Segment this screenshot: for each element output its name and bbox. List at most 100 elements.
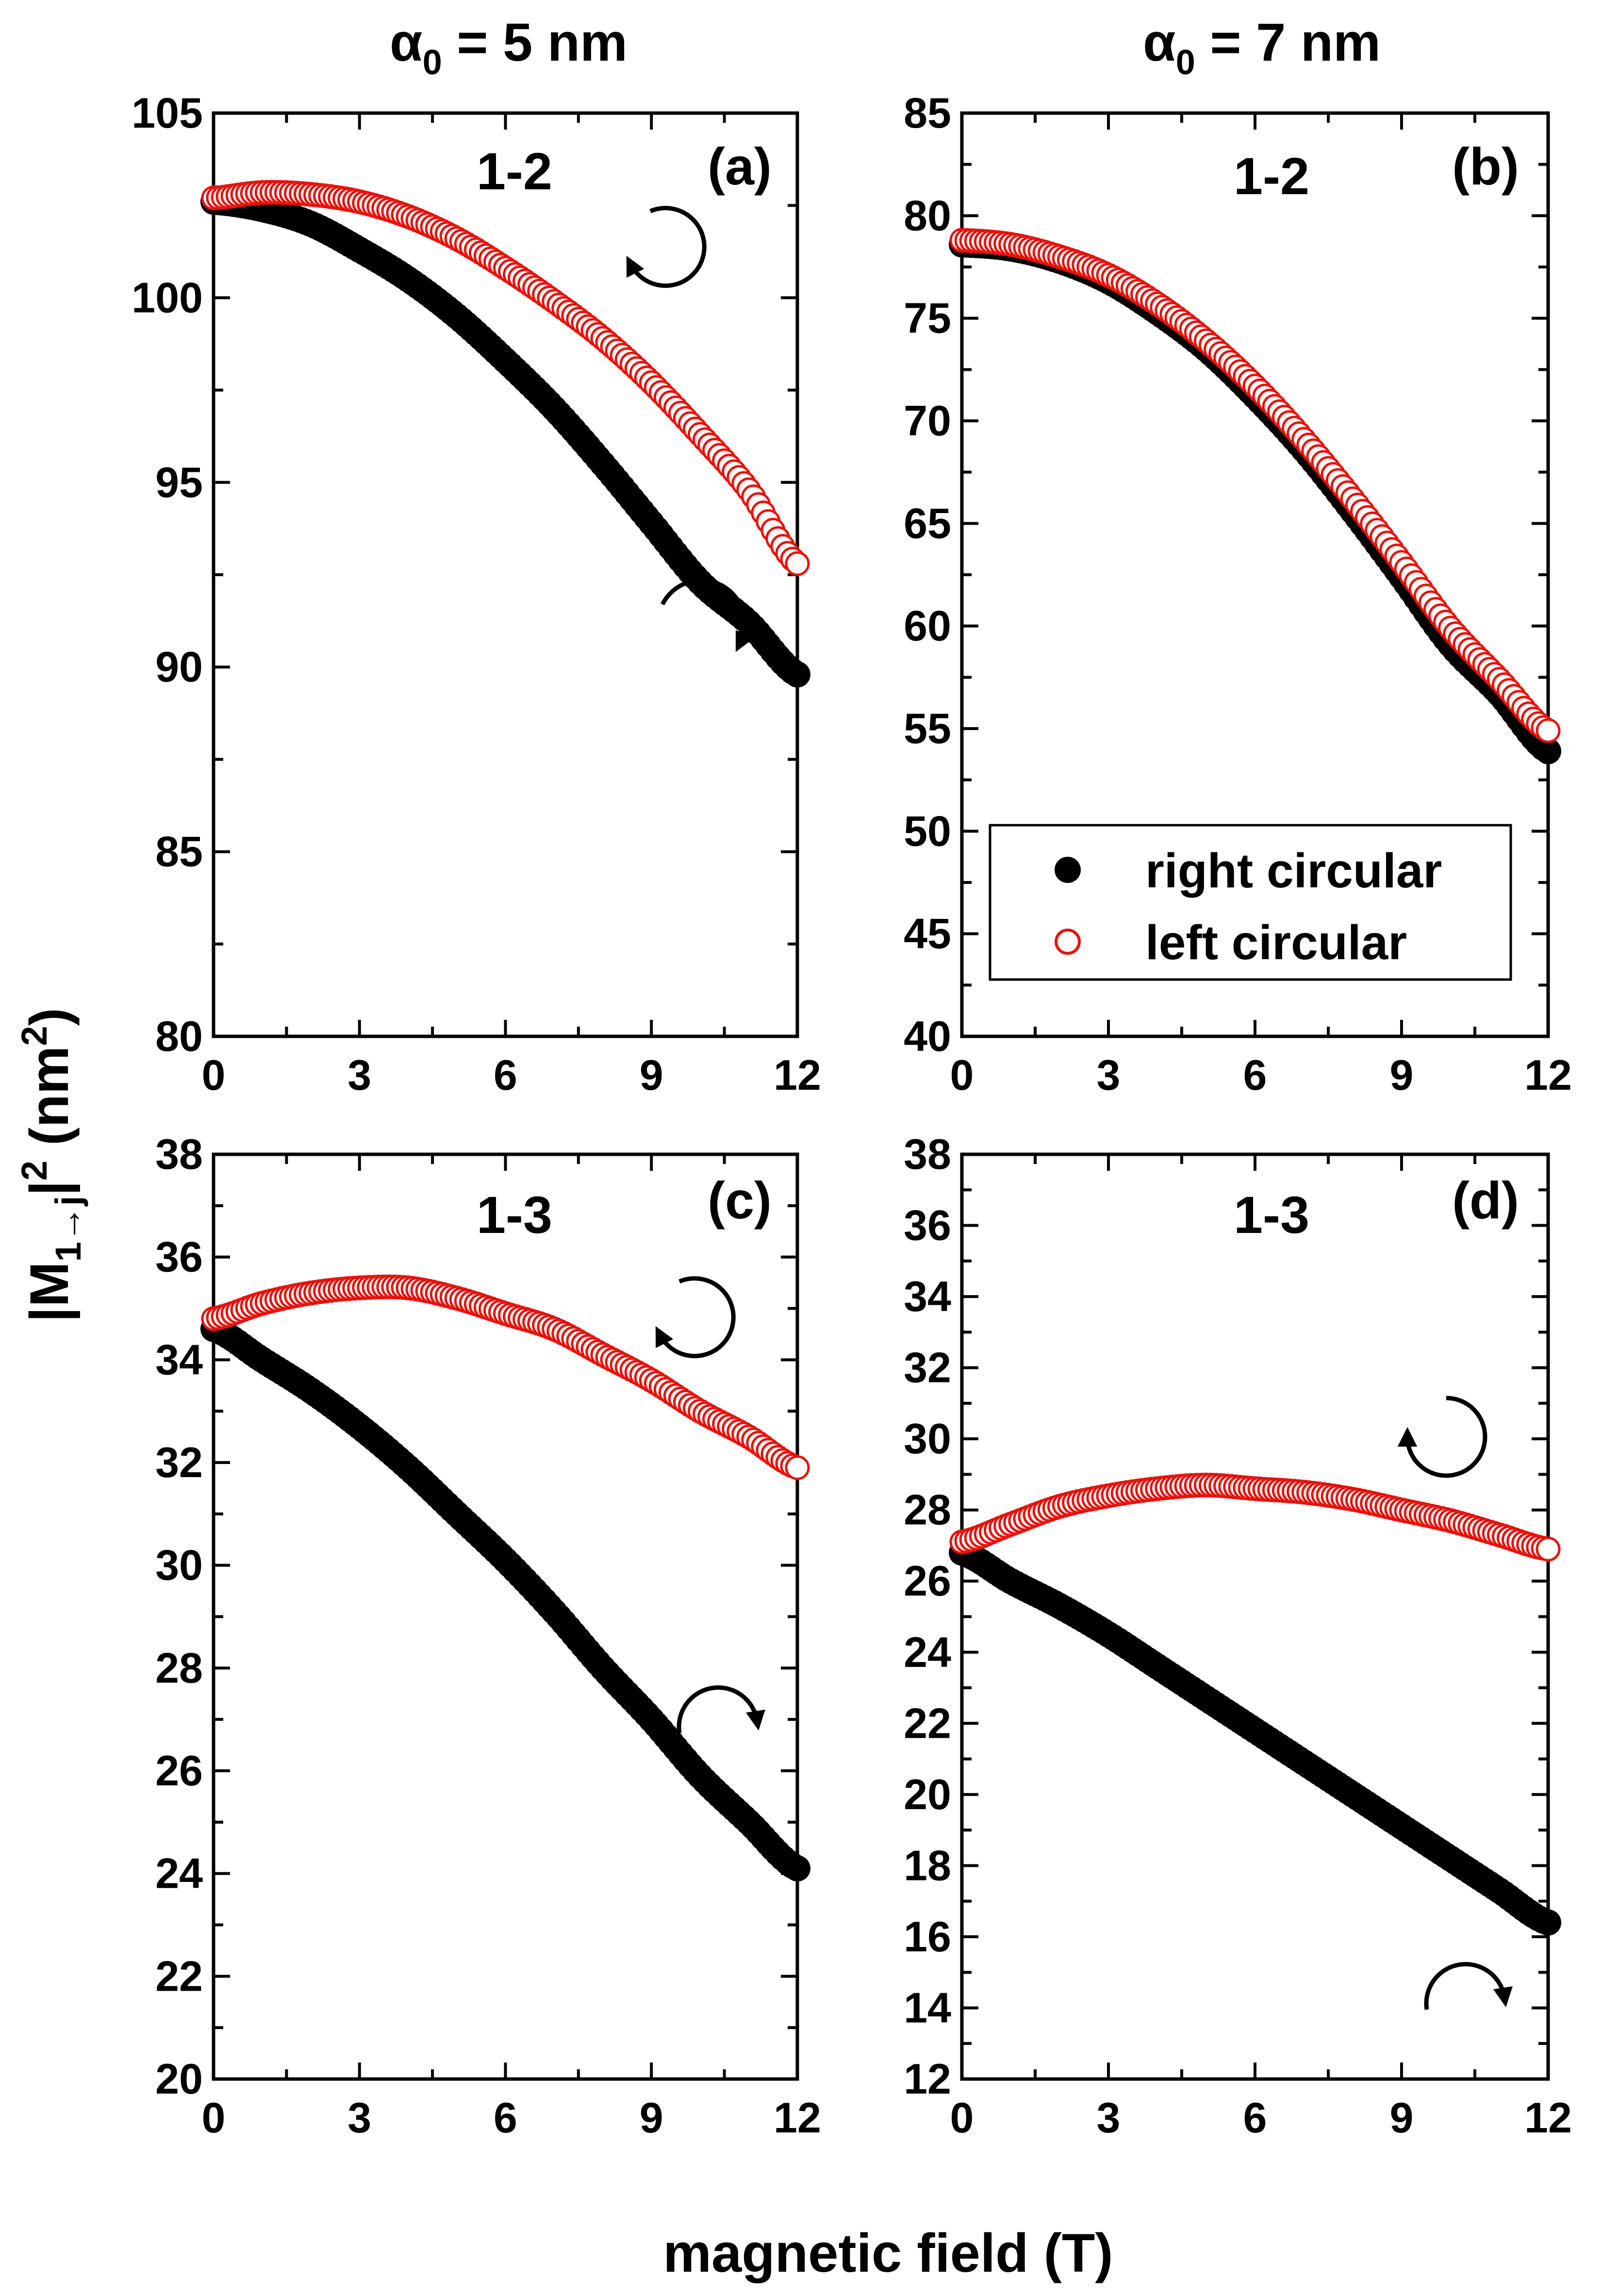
y-tick-label: 16 — [904, 1913, 951, 1961]
y-tick-label: 60 — [904, 602, 951, 650]
y-tick-label: 70 — [904, 397, 951, 445]
data-point — [785, 551, 810, 576]
cw-arrow-arc-c — [0, 0, 670, 2267]
y-tick-label: 14 — [904, 1983, 951, 2031]
x-tick-label: 6 — [1243, 1051, 1267, 1099]
cw-rotation-icon-c — [672, 2281, 757, 2296]
x-tick-label: 3 — [347, 2094, 371, 2142]
y-tick-label: 34 — [904, 1272, 951, 1320]
ccw-arrow-icon-d — [1397, 1396, 1487, 1478]
legend: right circular left circular — [989, 824, 1512, 981]
panel-label: (c) — [708, 1171, 772, 1230]
x-tick-label: 0 — [950, 2094, 974, 2142]
clockwise-arrow-icon-lower-left — [674, 2282, 750, 2296]
y-tick-label: 85 — [904, 89, 951, 137]
x-tick-label: 0 — [950, 1051, 974, 1099]
y-tick-label: 26 — [155, 1747, 203, 1795]
y-tick-label: 18 — [904, 1841, 951, 1889]
column-title-left: α0 = 5 nm — [390, 13, 628, 82]
y-tick-label: 26 — [904, 1557, 951, 1605]
y-tick-label: 32 — [904, 1344, 951, 1392]
y-tick-label: 32 — [155, 1438, 203, 1486]
cw-arrow-c-main — [0, 0, 1535, 2296]
clockwise-rotation-arrow-icon — [674, 2282, 755, 2296]
y-tick-label: 38 — [904, 1130, 951, 1178]
panel-b: 0 3 6 9 12 40 45 50 55 60 65 70 75 80 85 (b) 1-2 — [904, 89, 1572, 1099]
series-left-circular — [201, 180, 810, 576]
x-tick-label: 6 — [494, 2094, 517, 2142]
x-tick-label: 9 — [1390, 1051, 1414, 1099]
data-point — [1535, 738, 1561, 765]
x-tick-label: 0 — [202, 1051, 226, 1099]
clockwise-arrow-c — [0, 0, 670, 2296]
x-tick-label: 12 — [1524, 2094, 1572, 2142]
clockwise-arrow-icon-c2 — [674, 2282, 755, 2296]
clockwise-arrow-icon-c — [0, 0, 682, 2291]
cw-arrow-icon-visible-c — [674, 2282, 750, 2296]
cw-arrow-icon-panelc — [674, 2282, 755, 2296]
y-tick-label: 28 — [904, 1486, 951, 1534]
ccw-arrow-icon-a — [626, 206, 707, 288]
y-tick-label: 36 — [155, 1233, 203, 1281]
clockwise-arrow-icon-c-final — [672, 2281, 755, 2296]
transition-label: 1-2 — [477, 142, 552, 200]
x-tick-label: 12 — [1524, 1051, 1572, 1099]
y-axis-label: |M1→j|2 (nm2) — [14, 1008, 88, 1322]
cw-arrow-icon-c5 — [674, 2282, 755, 2296]
x-tick-label: 9 — [640, 1051, 663, 1099]
data-point — [785, 1455, 810, 1481]
y-tick-label: 50 — [904, 807, 951, 855]
clockwise-icon-c — [674, 2282, 750, 2296]
x-tick-label: 12 — [774, 2094, 821, 2142]
panel-label: (b) — [1452, 137, 1519, 196]
y-tick-label: 28 — [155, 1644, 203, 1692]
series-right-circular — [949, 1539, 1561, 1936]
x-tick-label: 12 — [774, 1051, 821, 1099]
rotation-arrows — [0, 0, 1543, 2296]
data-point — [1535, 1909, 1561, 1936]
x-axis-label: magnetic field (T) — [663, 2223, 1113, 2283]
cw-arrow-icon-lower — [674, 2282, 750, 2296]
x-tick-label: 3 — [1097, 2094, 1121, 2142]
y-tick-label: 36 — [904, 1201, 951, 1249]
y-tick-label: 65 — [904, 499, 951, 547]
cw-arrow-icon-a — [660, 578, 754, 652]
y-tick-label: 38 — [155, 1130, 203, 1178]
cw-arrow-icon-lower-panel — [674, 2282, 755, 2296]
y-tick-label: 90 — [155, 643, 203, 691]
y-tick-label: 20 — [904, 1770, 951, 1818]
cw-arrow-icon-c3 — [674, 2282, 755, 2296]
transition-label: 1-3 — [1234, 1185, 1309, 1244]
cw-arrow-icon-c — [0, 0, 1526, 2274]
y-tick-label: 105 — [132, 89, 203, 137]
transition-label: 1-2 — [1234, 147, 1309, 205]
panel-a: 0 3 6 9 12 80 85 90 95 100 105 (a) 1-2 — [132, 89, 821, 1099]
plot-frame — [960, 1152, 1550, 2081]
cw-arrow-true-icon-c — [672, 2281, 755, 2296]
series-left-circular — [201, 1274, 810, 1481]
x-tick-label: 3 — [347, 1051, 371, 1099]
y-tick-label: 30 — [155, 1541, 203, 1589]
y-tick-label: 30 — [904, 1414, 951, 1463]
x-tick-label: 0 — [202, 2094, 226, 2142]
panel-label: (a) — [708, 137, 772, 196]
cw-arrow-c — [0, 0, 677, 2291]
y-tick-label: 22 — [155, 1952, 203, 2000]
clockwise-arrow-icon-c-main — [0, 0, 1535, 2296]
y-tick-label: 12 — [904, 2055, 951, 2103]
clockwise-arrow-icon — [674, 2282, 755, 2296]
cw-arrow-icon-c-real — [0, 0, 1543, 2296]
y-tick-label: 20 — [155, 2055, 203, 2103]
clockwise-arrow-panel-c — [0, 0, 670, 2296]
cw-rotation-arrow-icon-c — [674, 2282, 755, 2296]
y-tick-label: 95 — [155, 458, 203, 506]
y-tick-label: 80 — [904, 191, 951, 239]
y-tick-label: 34 — [155, 1335, 203, 1383]
clockwise-arrow-c-main — [0, 0, 1535, 2296]
y-tick-label: 100 — [132, 273, 203, 321]
right-circular-arrow-icon-c — [674, 2282, 750, 2296]
cw-arrow-panel-c-icon — [0, 0, 675, 2296]
y-tick-label: 24 — [155, 1849, 203, 1897]
